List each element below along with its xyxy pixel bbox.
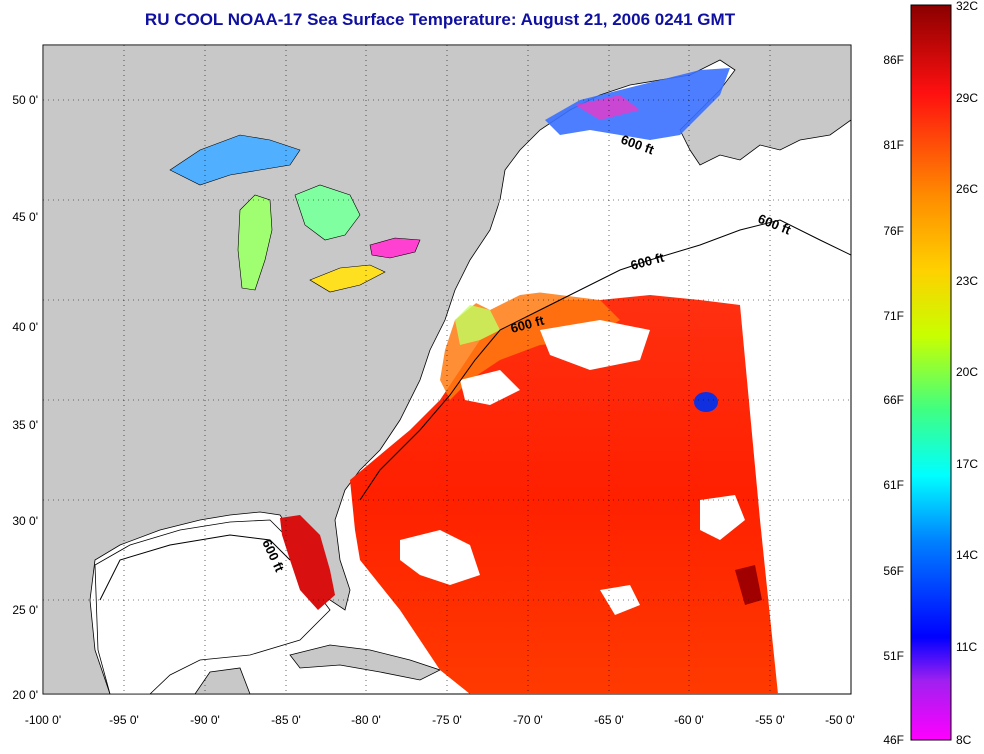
colorbar-f-label: 56F bbox=[883, 564, 904, 578]
colorbar-c-labels: 32C 29C 26C 23C 20C 17C 14C 11C 8C bbox=[956, 0, 978, 747]
colorbar-c-label: 14C bbox=[956, 548, 978, 562]
x-tick-label: -75 0' bbox=[432, 713, 462, 727]
colorbar bbox=[910, 4, 952, 741]
grid bbox=[43, 45, 851, 694]
florida-sst bbox=[280, 515, 335, 610]
y-tick-label: 45 0' bbox=[12, 210, 38, 224]
cloud-patch bbox=[600, 585, 640, 615]
sst-swath bbox=[350, 295, 778, 694]
cloud-patch bbox=[400, 530, 480, 585]
sst-new-england-shelf bbox=[455, 305, 500, 345]
x-axis-labels: -100 0' -95 0' -90 0' -85 0' -80 0' -75 … bbox=[25, 713, 855, 727]
y-tick-label: 50 0' bbox=[12, 93, 38, 107]
lake-michigan bbox=[237, 194, 273, 291]
sst-warm-spot bbox=[735, 565, 762, 605]
colorbar-c-label: 23C bbox=[956, 274, 978, 288]
x-tick-label: -100 0' bbox=[25, 713, 61, 727]
y-tick-label: 30 0' bbox=[12, 514, 38, 528]
sst-st-lawrence bbox=[545, 68, 730, 140]
colorbar-c-label: 20C bbox=[956, 365, 978, 379]
gulf-of-mexico bbox=[94, 519, 331, 694]
colorbar-f-label: 61F bbox=[883, 478, 904, 492]
sst-st-lawrence-magenta bbox=[575, 95, 640, 120]
contour-600ft-line bbox=[99, 219, 851, 601]
x-tick-label: -55 0' bbox=[755, 713, 785, 727]
x-tick-label: -85 0' bbox=[271, 713, 301, 727]
lake-ontario bbox=[369, 237, 421, 259]
colorbar-c-label: 11C bbox=[956, 640, 977, 654]
colorbar-c-label: 26C bbox=[956, 182, 978, 196]
lake-huron bbox=[294, 184, 361, 241]
land-cuba bbox=[289, 644, 442, 681]
colorbar-f-label: 51F bbox=[883, 649, 904, 663]
cloud-patch bbox=[540, 320, 650, 370]
colorbar-f-label: 86F bbox=[883, 53, 904, 67]
lake-superior bbox=[169, 134, 301, 186]
colorbar-c-label: 17C bbox=[956, 457, 978, 471]
colorbar-f-label: 66F bbox=[883, 393, 904, 407]
lake-erie bbox=[309, 264, 386, 293]
land-yucatan bbox=[194, 667, 251, 694]
sst-gulf-of-maine bbox=[470, 190, 700, 310]
colorbar-c-label: 32C bbox=[956, 0, 978, 13]
x-tick-label: -65 0' bbox=[594, 713, 624, 727]
x-tick-label: -95 0' bbox=[109, 713, 139, 727]
y-axis-labels: 50 0' 45 0' 40 0' 35 0' 30 0' 25 0' 20 0… bbox=[12, 93, 38, 702]
colorbar-f-label: 76F bbox=[883, 224, 904, 238]
map-title: RU COOL NOAA-17 Sea Surface Temperature:… bbox=[144, 10, 736, 29]
x-tick-label: -60 0' bbox=[674, 713, 704, 727]
sst-cold-eddy bbox=[694, 392, 718, 412]
y-tick-label: 25 0' bbox=[12, 603, 38, 617]
x-tick-label: -80 0' bbox=[351, 713, 381, 727]
y-tick-label: 35 0' bbox=[12, 418, 38, 432]
y-tick-label: 20 0' bbox=[12, 688, 38, 702]
colorbar-c-label: 8C bbox=[956, 733, 972, 747]
cloud-patch bbox=[700, 495, 745, 540]
x-tick-label: -70 0' bbox=[513, 713, 543, 727]
cloud-patch bbox=[460, 370, 520, 405]
y-tick-label: 40 0' bbox=[12, 320, 38, 334]
x-tick-label: -90 0' bbox=[190, 713, 220, 727]
colorbar-c-label: 29C bbox=[956, 91, 978, 105]
colorbar-f-label: 46F bbox=[883, 733, 904, 747]
x-tick-label: -50 0' bbox=[825, 713, 855, 727]
colorbar-f-label: 81F bbox=[883, 138, 904, 152]
colorbar-f-labels: 86F 81F 76F 71F 66F 61F 56F 51F 46F bbox=[883, 53, 904, 747]
colorbar-f-label: 71F bbox=[883, 309, 904, 323]
